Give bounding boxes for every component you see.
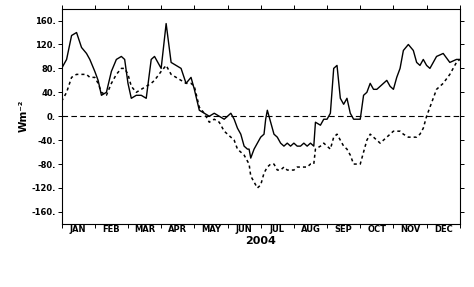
HYCOM [59,100,64,103]
Line: HYCOM: HYCOM [62,59,460,188]
Y-axis label: Wm⁻²: Wm⁻² [19,100,29,132]
HYCOM [73,73,79,76]
IMET [201,112,207,115]
HYCOM [196,106,202,109]
HYCOM [457,58,463,61]
HYCOM [420,127,426,130]
IMET [248,156,254,160]
IMET [424,64,429,67]
IMET [73,31,79,34]
HYCOM [440,82,446,85]
Line: IMET: IMET [62,24,460,158]
IMET [163,22,169,25]
IMET [447,61,453,64]
IMET [457,58,463,61]
HYCOM [178,79,184,82]
IMET [183,82,189,85]
IMET [59,67,64,70]
IMET [274,135,280,139]
X-axis label: 2004: 2004 [245,236,276,246]
HYCOM [271,162,277,166]
HYCOM [255,186,260,190]
